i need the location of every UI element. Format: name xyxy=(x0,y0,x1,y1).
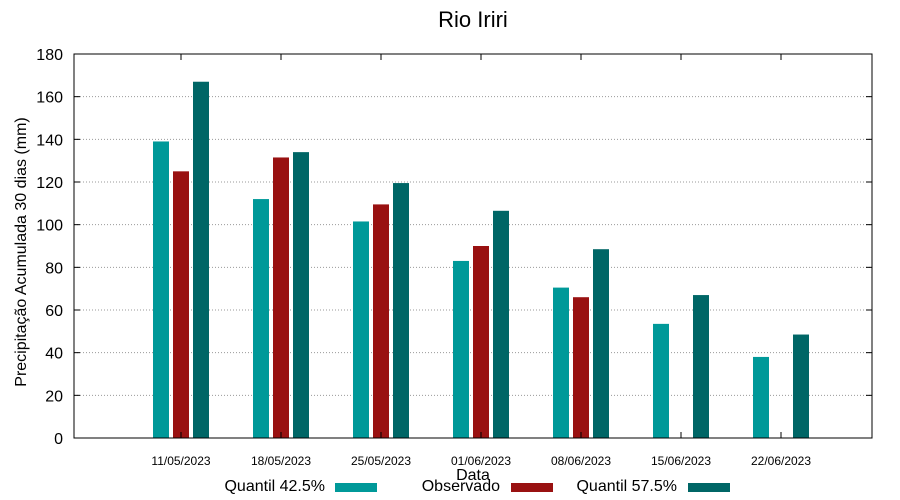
bar-3-5 xyxy=(593,249,609,438)
x-axis-label: Data xyxy=(456,467,490,484)
bar-1-4 xyxy=(453,260,469,438)
y-tick-label: 100 xyxy=(36,218,63,235)
bar-1-5 xyxy=(553,287,569,438)
bar-1-7 xyxy=(753,356,769,438)
bar-1-1 xyxy=(153,141,169,438)
legend-label-1: Quantil 42.5% xyxy=(224,478,325,495)
legend-swatch-3 xyxy=(688,483,730,492)
plot-frame xyxy=(73,53,873,439)
y-axis-ticks: 0 20 40 60 80 100 120 140 160 180 xyxy=(36,47,872,448)
x-tick-label: 22/06/2023 xyxy=(751,454,811,468)
y-tick-label: 160 xyxy=(36,90,63,107)
bar-3-1 xyxy=(193,81,209,438)
bars xyxy=(153,81,809,439)
bar-2-4 xyxy=(473,246,489,438)
y-tick-label: 140 xyxy=(36,132,63,149)
y-axis-label: Precipitação Acumulada 30 dias (mm) xyxy=(13,117,30,386)
y-tick-label: 180 xyxy=(36,47,63,64)
legend-label-2: Observado xyxy=(422,478,500,495)
bar-1-3 xyxy=(353,221,369,438)
bar-2-2 xyxy=(273,157,289,438)
x-tick-label: 18/05/2023 xyxy=(251,454,311,468)
x-tick-label: 01/06/2023 xyxy=(451,454,511,468)
bar-3-7 xyxy=(793,334,809,438)
legend-swatch-2 xyxy=(511,483,553,492)
legend-swatch-1 xyxy=(335,483,377,492)
bar-3-6 xyxy=(693,295,709,438)
x-axis-ticks: 11/05/2023 18/05/2023 25/05/2023 01/06/2023… xyxy=(151,54,811,468)
bar-1-6 xyxy=(653,323,669,438)
bar-2-1 xyxy=(173,171,189,439)
y-tick-label: 60 xyxy=(45,303,63,320)
bar-2-3 xyxy=(373,204,389,438)
bar-3-2 xyxy=(293,152,309,438)
y-tick-label: 80 xyxy=(45,260,63,277)
bar-3-4 xyxy=(493,210,509,438)
y-tick-label: 120 xyxy=(36,175,63,192)
x-tick-label: 25/05/2023 xyxy=(351,454,411,468)
bar-3-3 xyxy=(393,183,409,438)
x-tick-label: 15/06/2023 xyxy=(651,454,711,468)
legend: Quantil 42.5% Observado Quantil 57.5% xyxy=(224,478,730,495)
bar-2-5 xyxy=(573,297,589,438)
y-tick-label: 20 xyxy=(45,388,63,405)
legend-label-3: Quantil 57.5% xyxy=(576,478,677,495)
y-tick-label: 40 xyxy=(45,346,63,363)
chart-title: Rio Iriri xyxy=(438,7,508,32)
x-tick-label: 11/05/2023 xyxy=(151,454,210,468)
y-tick-label: 0 xyxy=(54,431,63,448)
x-tick-label: 08/06/2023 xyxy=(551,454,611,468)
bar-1-2 xyxy=(253,199,269,438)
